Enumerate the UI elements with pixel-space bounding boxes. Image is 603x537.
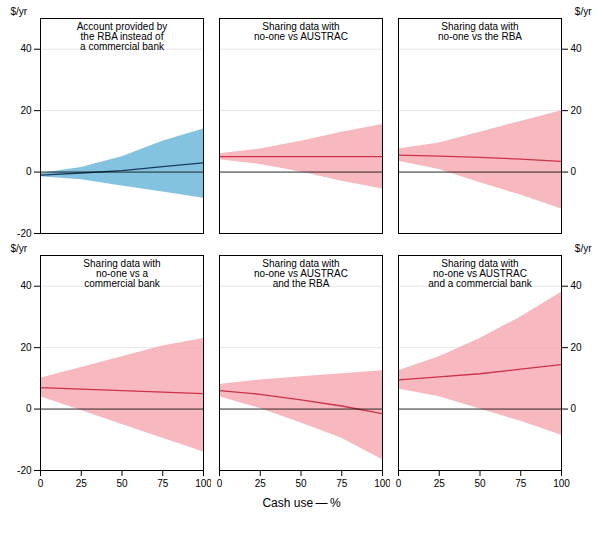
svg-text:Account provided bythe RBA ins: Account provided bythe RBA instead ofa c… <box>77 21 168 52</box>
svg-text:75: 75 <box>157 478 169 489</box>
svg-text:100: 100 <box>195 478 212 489</box>
svg-text:75: 75 <box>336 478 348 489</box>
svg-text:0: 0 <box>396 478 402 489</box>
svg-text:$/yr: $/yr <box>575 243 592 254</box>
svg-text:40: 40 <box>20 280 32 291</box>
svg-text:100: 100 <box>553 478 570 489</box>
svg-text:0: 0 <box>26 403 32 414</box>
svg-text:50: 50 <box>295 478 307 489</box>
svg-text:25: 25 <box>255 478 267 489</box>
svg-text:0: 0 <box>571 403 577 414</box>
svg-text:20: 20 <box>20 342 32 353</box>
svg-text:20: 20 <box>571 342 583 353</box>
svg-text:0: 0 <box>571 166 577 177</box>
svg-text:40: 40 <box>571 280 583 291</box>
svg-text:25: 25 <box>76 478 88 489</box>
html-text:Cash use — %: Cash use — % <box>262 496 341 510</box>
svg-text:$/yr: $/yr <box>11 6 28 17</box>
svg-text:0: 0 <box>217 478 223 489</box>
svg-text:$/yr: $/yr <box>575 6 592 17</box>
svg-text:$/yr: $/yr <box>11 243 28 254</box>
svg-text:0: 0 <box>26 166 32 177</box>
svg-text:40: 40 <box>20 43 32 54</box>
svg-text:0: 0 <box>38 478 44 489</box>
svg-text:40: 40 <box>571 43 583 54</box>
svg-text:100: 100 <box>374 478 391 489</box>
svg-text:-20: -20 <box>17 465 32 476</box>
svg-text:20: 20 <box>20 105 32 116</box>
svg-text:Sharing data withno-one vs aco: Sharing data withno-one vs acommercial b… <box>83 258 160 289</box>
svg-text:50: 50 <box>474 478 486 489</box>
svg-text:20: 20 <box>571 105 583 116</box>
svg-text:Sharing data withno-one vs AUS: Sharing data withno-one vs AUSTRACand th… <box>254 258 348 289</box>
svg-text:75: 75 <box>515 478 527 489</box>
svg-text:-20: -20 <box>17 228 32 239</box>
svg-text:Sharing data withno-one vs AUS: Sharing data withno-one vs AUSTRAC <box>254 21 348 42</box>
svg-text:25: 25 <box>434 478 446 489</box>
svg-text:50: 50 <box>116 478 128 489</box>
svg-text:Sharing data withno-one vs the: Sharing data withno-one vs the RBA <box>438 21 522 42</box>
svg-text:Sharing data withno-one vs AUS: Sharing data withno-one vs AUSTRACand a … <box>428 258 532 289</box>
